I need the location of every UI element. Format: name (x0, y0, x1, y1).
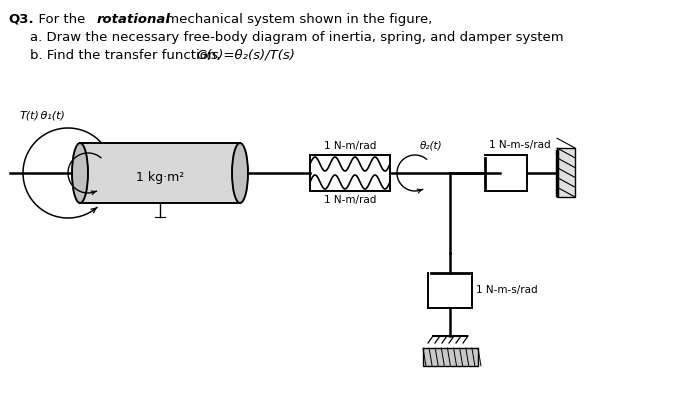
Text: 1 N-m/rad: 1 N-m/rad (324, 195, 376, 205)
Ellipse shape (232, 143, 248, 203)
Text: G(s)=θ₂(s)/T(s): G(s)=θ₂(s)/T(s) (196, 49, 295, 62)
Text: T(t): T(t) (20, 111, 40, 121)
Text: θ₁(t): θ₁(t) (37, 111, 65, 121)
Text: b. Find the transfer function,: b. Find the transfer function, (30, 49, 225, 62)
Text: 1 N-m-s/rad: 1 N-m-s/rad (476, 285, 538, 295)
Text: rotational: rotational (97, 13, 171, 26)
Text: 1 kg·m²: 1 kg·m² (136, 172, 184, 185)
Text: Q3.: Q3. (8, 13, 34, 26)
Bar (423, 348, 478, 366)
Bar (557, 148, 575, 197)
Text: θ₂(t): θ₂(t) (420, 141, 442, 151)
Text: a. Draw the necessary free-body diagram of inertia, spring, and damper system: a. Draw the necessary free-body diagram … (30, 31, 564, 44)
Ellipse shape (72, 143, 88, 203)
Text: 1 N-m-s/rad: 1 N-m-s/rad (489, 140, 551, 150)
Text: 1 N-m/rad: 1 N-m/rad (324, 141, 376, 151)
Text: mechanical system shown in the figure,: mechanical system shown in the figure, (162, 13, 433, 26)
Text: For the: For the (30, 13, 90, 26)
Bar (80, 143, 240, 203)
